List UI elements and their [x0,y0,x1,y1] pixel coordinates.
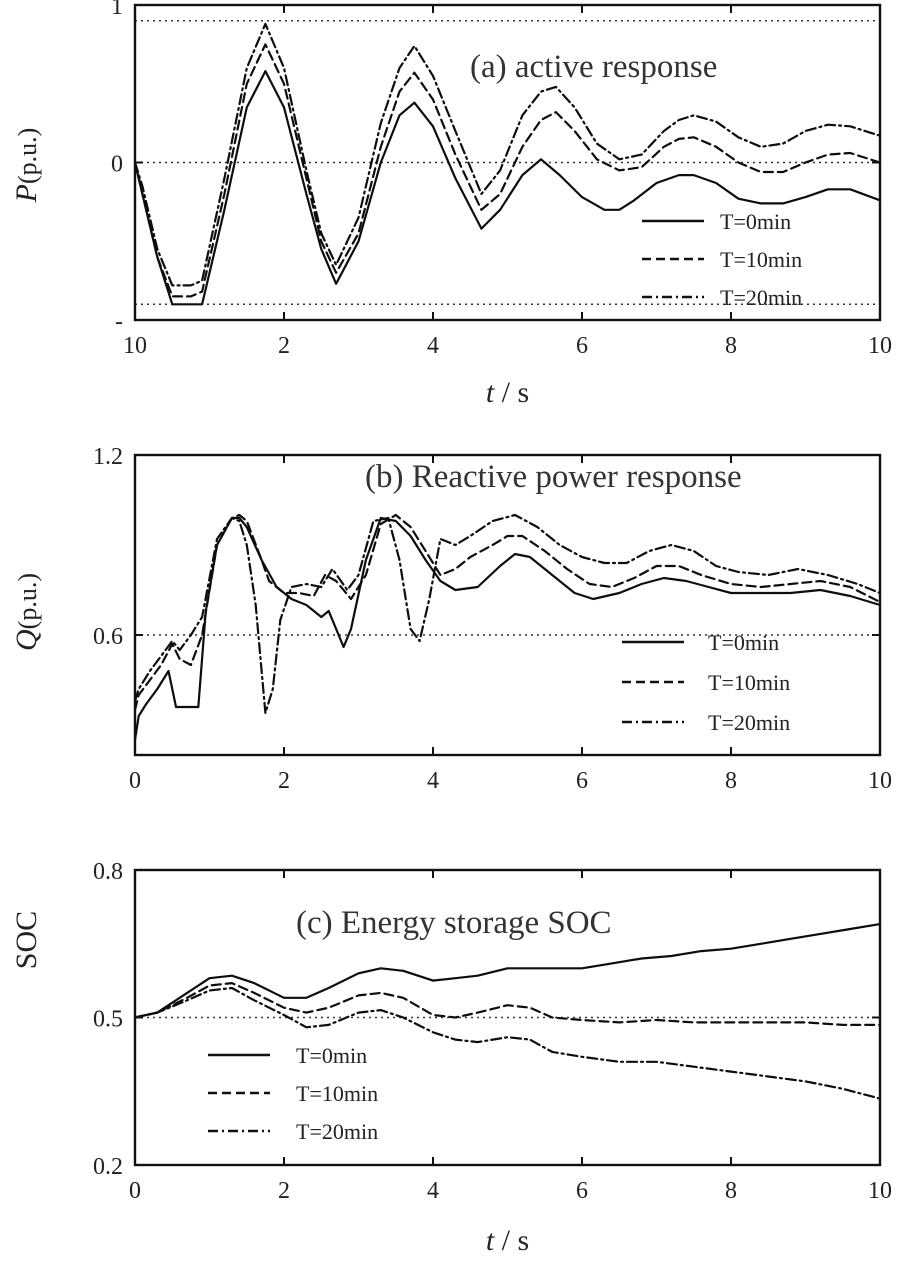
x-tick-label: 2 [278,1178,290,1204]
series-line-3 [133,22,882,287]
series-line-3 [133,513,882,715]
y-tick-label: 0.5 [93,1007,123,1033]
x-tick-label: 8 [725,1178,737,1204]
chart-title: (a) active response [470,49,717,85]
legend-label: T=10min [708,670,790,695]
legend-label: T=20min [296,1119,378,1144]
chart-panel-2: 0 2 4 6 8 10 0.6 1.2 (b) Reactive power response… [10,444,892,794]
legend: T=0min T=10min T=20min [642,209,802,310]
legend-label: T=20min [720,285,802,310]
y-tick-label: 0.6 [93,624,123,650]
x-tick-label: 4 [427,333,439,359]
legend-label: T=0min [708,630,779,655]
legend-label: T=0min [720,209,791,234]
x-tick-label: 4 [427,768,439,794]
x-tick-label: 8 [725,768,737,794]
legend-label: T=10min [296,1081,378,1106]
y-axis-unit: (p.u.) [13,573,42,629]
x-axis-label: t / s [486,376,529,409]
series-line-1 [133,70,882,306]
x-tick-label: 10 [123,333,147,359]
y-tick-label: 0.2 [93,1154,123,1180]
series-line-3 [133,986,882,1100]
legend-label: T=20min [708,710,790,735]
chart-panel-3: 0 2 4 6 8 10 0.2 0.5 0.8 (c) Energy storage SOC SO… [10,859,892,1257]
x-tick-label: 6 [576,1178,588,1204]
x-tick-label: 0 [129,768,141,794]
legend: T=0min T=10min T=20min [622,630,790,735]
legend-label: T=0min [296,1043,367,1068]
y-tick-label: 1 [111,0,123,20]
y-tick-label: - [115,309,123,335]
x-tick-label: 6 [576,768,588,794]
x-axis-label: t / s [486,1224,529,1257]
x-tick-label: 0 [129,1178,141,1204]
legend: T=0min T=10min T=20min [208,1043,378,1144]
chart-title: (c) Energy storage SOC [296,905,612,941]
series-line-2 [133,43,882,298]
x-tick-label: 10 [868,768,892,794]
legend-label: T=10min [720,247,802,272]
x-tick-label: 6 [576,333,588,359]
y-axis-label: SOC [10,911,43,969]
y-axis-label: Q(p.u.) [10,573,43,651]
y-tick-label: 0.8 [93,859,123,885]
y-tick-label: 1.2 [93,444,123,470]
series-line-2 [133,982,882,1026]
y-axis-unit: (p.u.) [13,128,42,184]
x-axis-unit: / s [502,1224,530,1257]
plot-frame [133,453,882,757]
y-axis-label: P(p.u.) [10,128,43,204]
x-tick-label: 10 [868,333,892,359]
y-axis-variable: Q [10,629,43,651]
y-axis-variable: SOC [10,911,43,969]
x-axis-variable: t [486,1224,502,1257]
chart-title: (b) Reactive power response [365,459,742,495]
y-axis-variable: P [10,184,43,203]
y-tick-label: 0 [111,152,123,178]
x-tick-label: 4 [427,1178,439,1204]
series-line-2 [133,513,882,712]
x-tick-label: 2 [278,768,290,794]
x-axis-variable: t [486,376,502,409]
x-tick-label: 8 [725,333,737,359]
x-tick-label: 2 [278,333,290,359]
series-line-1 [133,923,882,1019]
x-tick-label: 10 [868,1178,892,1204]
x-axis-unit: / s [502,376,530,409]
